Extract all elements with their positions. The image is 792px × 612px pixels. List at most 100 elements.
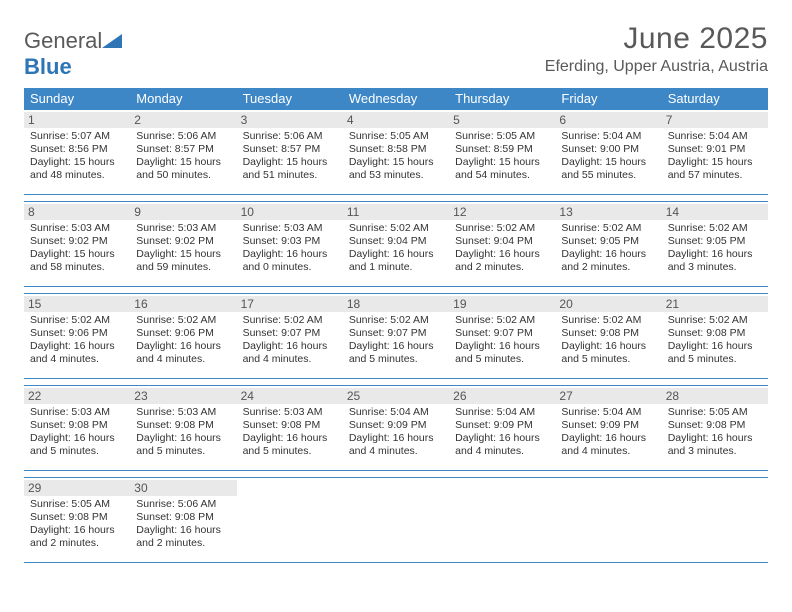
day-detail-line: Sunrise: 5:04 AM bbox=[561, 130, 655, 143]
day-detail-line: Sunset: 9:07 PM bbox=[243, 327, 337, 340]
day-header-monday: Monday bbox=[130, 88, 236, 109]
day-detail-line: Daylight: 15 hours bbox=[455, 156, 549, 169]
day-cell: 5Sunrise: 5:05 AMSunset: 8:59 PMDaylight… bbox=[449, 110, 555, 194]
day-detail-line: Sunrise: 5:02 AM bbox=[243, 314, 337, 327]
day-number: 15 bbox=[24, 296, 130, 312]
day-detail-line: Sunset: 9:08 PM bbox=[30, 511, 124, 524]
day-detail-line: Daylight: 16 hours bbox=[30, 524, 124, 537]
day-number: 20 bbox=[555, 296, 661, 312]
day-detail-line: Sunrise: 5:02 AM bbox=[455, 222, 549, 235]
day-cell: 9Sunrise: 5:03 AMSunset: 9:02 PMDaylight… bbox=[130, 202, 236, 286]
calendar: Sunday Monday Tuesday Wednesday Thursday… bbox=[24, 88, 768, 563]
day-number: 4 bbox=[343, 112, 449, 128]
day-detail-line: and 5 minutes. bbox=[136, 445, 230, 458]
day-detail-line: Sunrise: 5:03 AM bbox=[136, 222, 230, 235]
week-row: 1Sunrise: 5:07 AMSunset: 8:56 PMDaylight… bbox=[24, 109, 768, 195]
day-detail-line: Daylight: 15 hours bbox=[136, 248, 230, 261]
day-detail-line: Sunset: 9:04 PM bbox=[349, 235, 443, 248]
day-detail-line: Sunset: 9:08 PM bbox=[668, 327, 762, 340]
day-detail-line: and 1 minute. bbox=[349, 261, 443, 274]
day-detail-line: Daylight: 16 hours bbox=[136, 524, 230, 537]
day-number: 19 bbox=[449, 296, 555, 312]
day-detail-line: Daylight: 16 hours bbox=[668, 248, 762, 261]
day-detail-line: and 4 minutes. bbox=[561, 445, 655, 458]
day-detail-line: Sunrise: 5:06 AM bbox=[136, 130, 230, 143]
day-cell bbox=[343, 478, 449, 562]
day-cell: 3Sunrise: 5:06 AMSunset: 8:57 PMDaylight… bbox=[237, 110, 343, 194]
day-detail-line: Daylight: 16 hours bbox=[561, 340, 655, 353]
day-number: 8 bbox=[24, 204, 130, 220]
day-detail-line: Sunset: 9:08 PM bbox=[30, 419, 124, 432]
day-detail-line: Sunrise: 5:07 AM bbox=[30, 130, 124, 143]
weeks-container: 1Sunrise: 5:07 AMSunset: 8:56 PMDaylight… bbox=[24, 109, 768, 563]
day-detail-line: Sunset: 9:00 PM bbox=[561, 143, 655, 156]
day-detail-line: and 55 minutes. bbox=[561, 169, 655, 182]
day-detail-line: Sunset: 9:08 PM bbox=[136, 511, 230, 524]
day-detail-line: Daylight: 16 hours bbox=[668, 432, 762, 445]
day-detail-line: Sunrise: 5:05 AM bbox=[30, 498, 124, 511]
day-cell: 11Sunrise: 5:02 AMSunset: 9:04 PMDayligh… bbox=[343, 202, 449, 286]
day-detail-line: and 5 minutes. bbox=[349, 353, 443, 366]
day-cell: 29Sunrise: 5:05 AMSunset: 9:08 PMDayligh… bbox=[24, 478, 130, 562]
day-detail-line: Sunrise: 5:04 AM bbox=[668, 130, 762, 143]
day-detail-line: Daylight: 16 hours bbox=[136, 432, 230, 445]
day-detail-line: and 59 minutes. bbox=[136, 261, 230, 274]
day-detail-line: and 5 minutes. bbox=[668, 353, 762, 366]
day-detail-line: Sunrise: 5:04 AM bbox=[455, 406, 549, 419]
day-detail-line: and 2 minutes. bbox=[30, 537, 124, 550]
day-detail-line: Daylight: 15 hours bbox=[30, 156, 124, 169]
day-cell bbox=[555, 478, 661, 562]
day-detail-line: Daylight: 16 hours bbox=[243, 248, 337, 261]
day-detail-line: Sunset: 9:08 PM bbox=[243, 419, 337, 432]
day-detail-line: Daylight: 16 hours bbox=[455, 340, 549, 353]
day-detail-line: Sunset: 9:02 PM bbox=[136, 235, 230, 248]
day-detail-line: Sunset: 9:08 PM bbox=[561, 327, 655, 340]
day-cell: 23Sunrise: 5:03 AMSunset: 9:08 PMDayligh… bbox=[130, 386, 236, 470]
day-detail-line: Daylight: 15 hours bbox=[30, 248, 124, 261]
day-detail-line: Sunset: 9:09 PM bbox=[561, 419, 655, 432]
day-detail-line: and 54 minutes. bbox=[455, 169, 549, 182]
day-detail-line: Sunset: 9:03 PM bbox=[243, 235, 337, 248]
day-detail-line: Sunset: 9:07 PM bbox=[455, 327, 549, 340]
day-detail-line: Daylight: 16 hours bbox=[561, 248, 655, 261]
day-number: 26 bbox=[449, 388, 555, 404]
day-cell: 18Sunrise: 5:02 AMSunset: 9:07 PMDayligh… bbox=[343, 294, 449, 378]
day-number: 22 bbox=[24, 388, 130, 404]
day-number: 17 bbox=[237, 296, 343, 312]
day-number: 7 bbox=[662, 112, 768, 128]
day-detail-line: Daylight: 16 hours bbox=[349, 432, 443, 445]
day-cell: 28Sunrise: 5:05 AMSunset: 9:08 PMDayligh… bbox=[662, 386, 768, 470]
day-detail-line: Sunset: 9:09 PM bbox=[455, 419, 549, 432]
day-number: 6 bbox=[555, 112, 661, 128]
day-header-thursday: Thursday bbox=[449, 88, 555, 109]
day-detail-line: Sunset: 8:57 PM bbox=[136, 143, 230, 156]
day-detail-line: Daylight: 16 hours bbox=[136, 340, 230, 353]
day-detail-line: Sunset: 9:07 PM bbox=[349, 327, 443, 340]
week-row: 15Sunrise: 5:02 AMSunset: 9:06 PMDayligh… bbox=[24, 293, 768, 379]
day-detail-line: and 53 minutes. bbox=[349, 169, 443, 182]
day-cell: 26 Sunrise: 5:04 AMSunset: 9:09 PMDayligh… bbox=[449, 386, 555, 470]
day-detail-line: Sunrise: 5:05 AM bbox=[349, 130, 443, 143]
logo-text-1: General bbox=[24, 28, 102, 53]
day-detail-line: Sunset: 9:08 PM bbox=[136, 419, 230, 432]
day-cell: 6Sunrise: 5:04 AMSunset: 9:00 PMDaylight… bbox=[555, 110, 661, 194]
day-cell: 21Sunrise: 5:02 AMSunset: 9:08 PMDayligh… bbox=[662, 294, 768, 378]
day-detail-line: Daylight: 16 hours bbox=[455, 432, 549, 445]
day-detail-line: and 51 minutes. bbox=[243, 169, 337, 182]
day-detail-line: Sunrise: 5:05 AM bbox=[455, 130, 549, 143]
day-detail-line: Sunset: 9:05 PM bbox=[561, 235, 655, 248]
day-detail-line: Sunset: 9:02 PM bbox=[30, 235, 124, 248]
day-detail-line: Daylight: 16 hours bbox=[30, 432, 124, 445]
day-detail-line: Daylight: 15 hours bbox=[243, 156, 337, 169]
day-detail-line: Daylight: 15 hours bbox=[349, 156, 443, 169]
day-cell: 16Sunrise: 5:02 AMSunset: 9:06 PMDayligh… bbox=[130, 294, 236, 378]
day-detail-line: Sunrise: 5:02 AM bbox=[668, 222, 762, 235]
day-number: 11 bbox=[343, 204, 449, 220]
day-detail-line: Daylight: 15 hours bbox=[668, 156, 762, 169]
day-detail-line: and 5 minutes. bbox=[30, 445, 124, 458]
day-detail-line: Sunrise: 5:02 AM bbox=[349, 314, 443, 327]
day-detail-line: Sunrise: 5:03 AM bbox=[243, 222, 337, 235]
day-cell: 1Sunrise: 5:07 AMSunset: 8:56 PMDaylight… bbox=[24, 110, 130, 194]
day-cell: 22Sunrise: 5:03 AMSunset: 9:08 PMDayligh… bbox=[24, 386, 130, 470]
day-number: 2 bbox=[130, 112, 236, 128]
